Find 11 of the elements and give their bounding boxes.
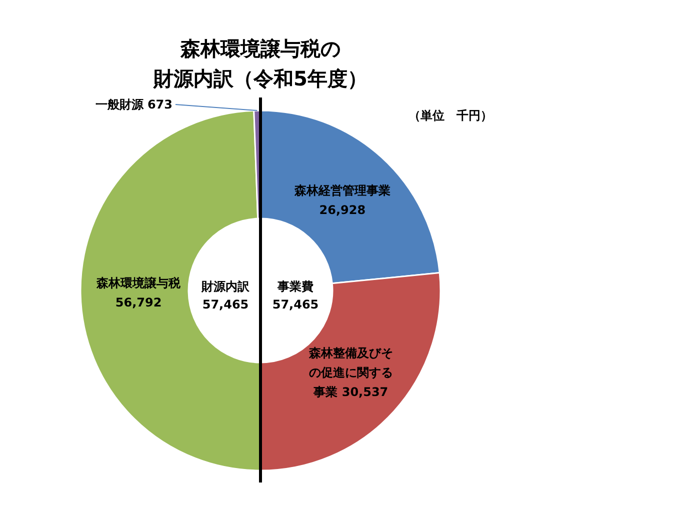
slice-label: 森林経営管理事業 <box>293 183 390 198</box>
slice-label: 一般財源 673 <box>95 98 173 112</box>
chart-subtitle: 財源内訳（令和5年度） <box>152 66 368 90</box>
text: （単位 千円） <box>408 108 492 122</box>
text: 事業費 57,465 <box>272 279 319 312</box>
slice-label: 森林整備及びその促進に関する事業 30,537 <box>308 346 393 400</box>
data-label: 26,928 <box>319 202 366 217</box>
chart-title: 森林環境譲与税の <box>180 36 340 60</box>
data-label: 56,792 <box>115 296 162 310</box>
slice-label: 森林環境譲与税 <box>96 276 182 290</box>
text: 財源内訳 57,465 <box>200 279 250 312</box>
